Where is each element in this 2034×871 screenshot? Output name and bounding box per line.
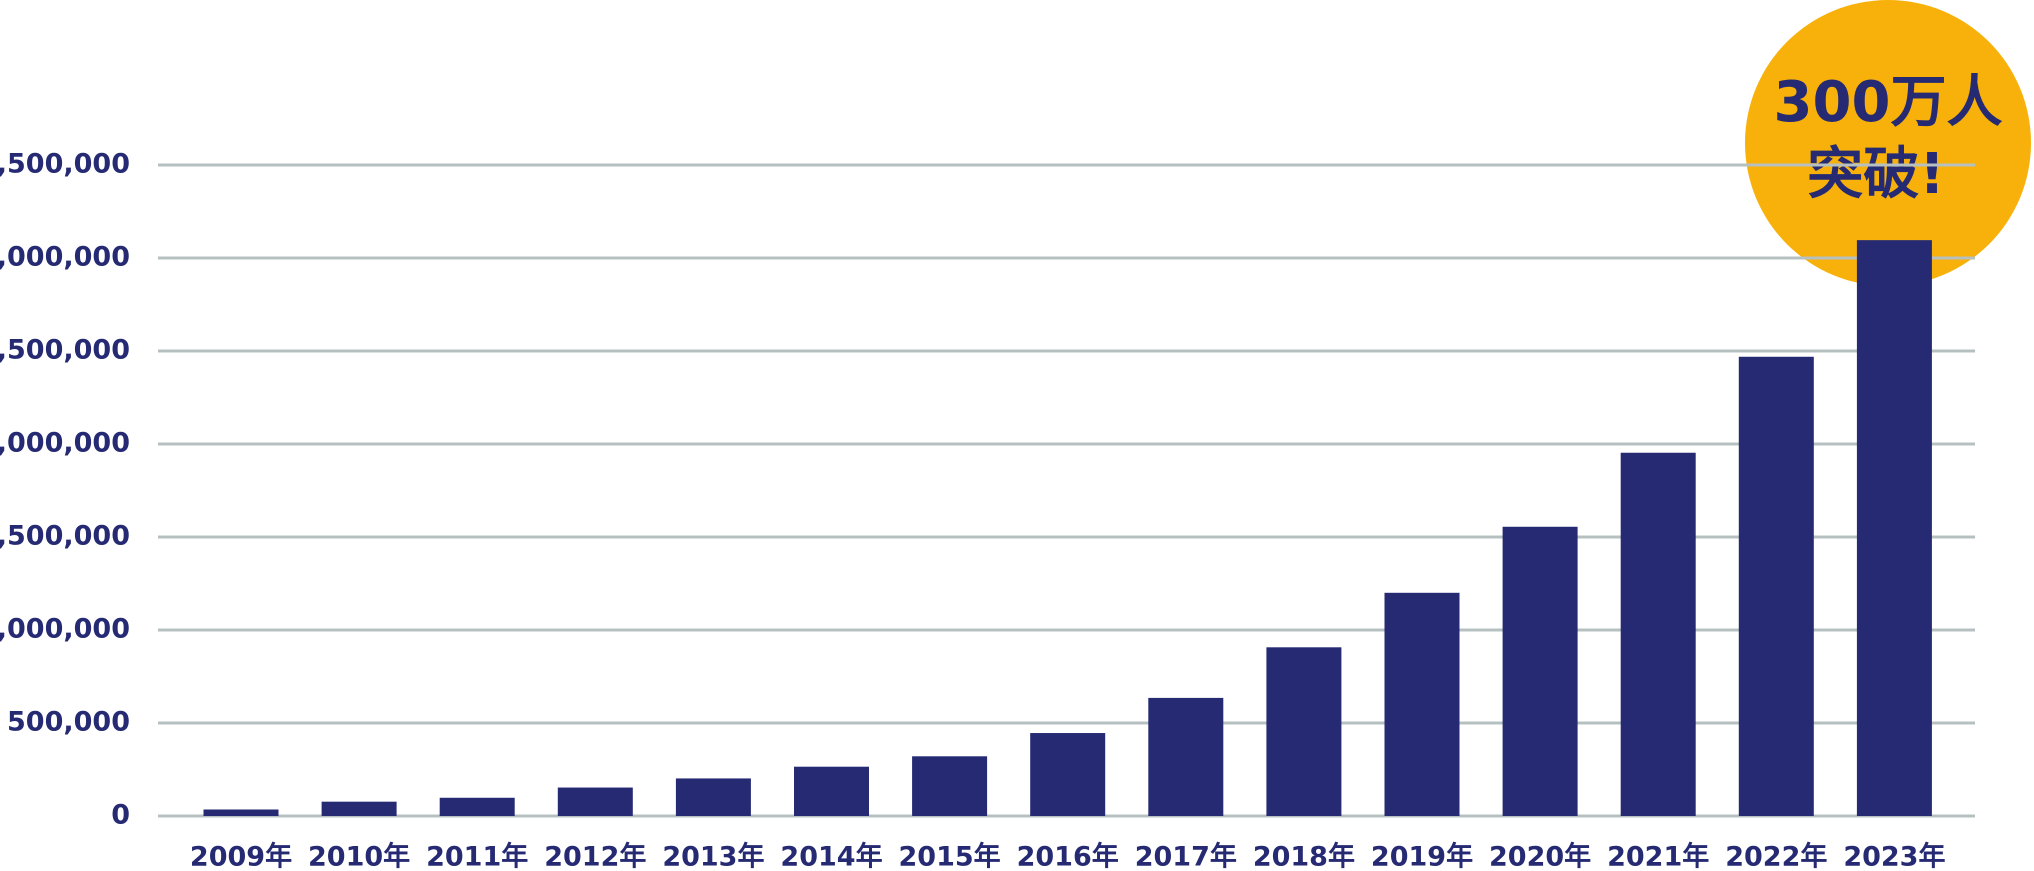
- x-tick-label: 2023年: [1843, 841, 1945, 871]
- bar: [794, 766, 869, 816]
- bar: [912, 756, 988, 816]
- bar: [675, 778, 751, 816]
- bar: [321, 801, 397, 816]
- bar: [1856, 240, 1932, 817]
- x-tick-label: 2017年: [1135, 841, 1237, 871]
- y-tick-label: 500,000: [7, 707, 130, 738]
- x-tick-label: 2016年: [1017, 841, 1119, 871]
- y-tick-label: 3,500,000: [0, 149, 130, 180]
- x-tick-label: 2009年: [190, 841, 292, 871]
- bar: [1738, 356, 1814, 816]
- bar: [439, 797, 515, 816]
- bar: [1030, 733, 1106, 816]
- bar: [1148, 697, 1224, 816]
- y-tick-label: 1,000,000: [0, 614, 130, 645]
- x-tick-label: 2020年: [1489, 841, 1591, 871]
- annotation-line: 突破!: [1807, 142, 1945, 207]
- x-tick-label: 2013年: [662, 841, 764, 871]
- y-tick-label: 2,000,000: [0, 428, 130, 459]
- x-tick-label: 2021年: [1607, 841, 1709, 871]
- y-tick-label: 2,500,000: [0, 335, 130, 366]
- x-tick-label: 2019年: [1371, 841, 1473, 871]
- x-tick-label: 2011年: [426, 841, 528, 871]
- y-tick-label: 3,000,000: [0, 242, 130, 273]
- bar: [203, 809, 279, 816]
- x-tick-label: 2018年: [1253, 841, 1355, 871]
- annotation-line: 300万人: [1774, 70, 2003, 135]
- bar: [557, 787, 633, 816]
- x-tick-label: 2014年: [780, 841, 882, 871]
- bar: [1266, 647, 1342, 816]
- x-tick-label: 2012年: [544, 841, 646, 871]
- x-tick-label: 2015年: [899, 841, 1001, 871]
- x-tick-label: 2010年: [308, 841, 410, 871]
- bar: [1384, 592, 1460, 816]
- bar: [1620, 452, 1696, 816]
- x-tick-label: 2022年: [1725, 841, 1827, 871]
- badge-circle: [1745, 0, 2031, 286]
- y-tick-label: 0: [111, 800, 130, 831]
- bar: [1502, 526, 1578, 816]
- y-tick-label: 1,500,000: [0, 521, 130, 552]
